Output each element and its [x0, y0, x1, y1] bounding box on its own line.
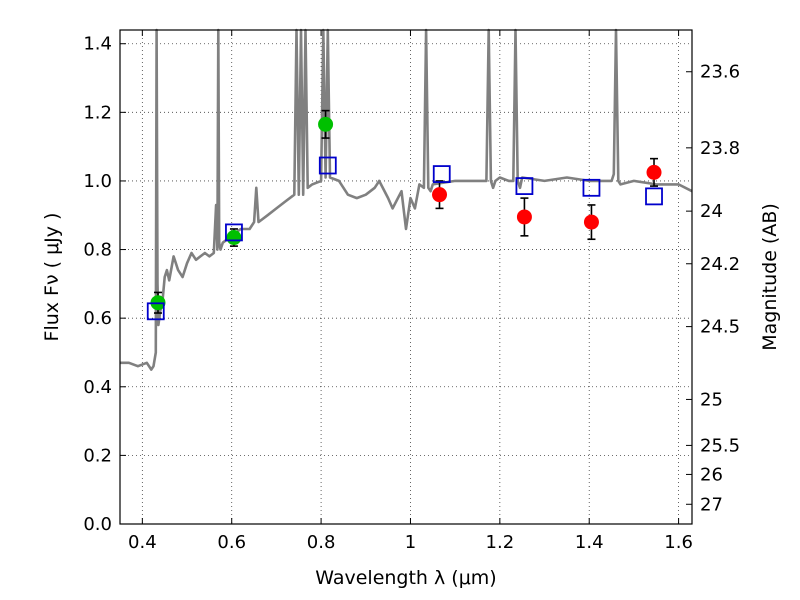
- y-tick-label: 1.2: [83, 102, 112, 123]
- model-point: [582, 178, 601, 197]
- y-tick-label: 1.0: [83, 171, 112, 192]
- y-tick-label: 0.4: [83, 377, 112, 398]
- y2-tick-label: 25: [700, 389, 723, 410]
- x-tick-label: 1.4: [575, 532, 604, 553]
- y2-axis-label: Magnitude (AB): [759, 203, 781, 351]
- y2-tick-label: 23.6: [700, 62, 740, 83]
- data-point: [646, 164, 662, 180]
- y2-tick-label: 27: [700, 494, 723, 515]
- model-point: [318, 156, 337, 175]
- y-tick-label: 0.8: [83, 240, 112, 261]
- x-tick-label: 0.6: [217, 532, 246, 553]
- grid: [120, 30, 692, 524]
- x-tick-label: 1.6: [664, 532, 693, 553]
- y2-tick-label: 24.2: [700, 254, 740, 275]
- ticks: 0.4 0.6 0.8 1 1.2 1.4 1.6 0.0 0.2 0.4 0.6 0.8 1.0 1.2…: [83, 30, 740, 553]
- y2-tick-label: 24.5: [700, 317, 740, 338]
- points-layer: [146, 109, 663, 321]
- data-point: [432, 187, 448, 203]
- series-line-model-spectrum: [120, 28, 693, 371]
- x-tick-label: 0.8: [307, 532, 336, 553]
- model-point: [146, 302, 165, 321]
- plot-frame: [119, 29, 693, 525]
- x-axis-label: Wavelength λ (μm): [315, 567, 496, 589]
- data-point: [516, 209, 532, 225]
- model-point: [645, 187, 663, 206]
- y-axis-label: Flux Fν ( μJy ): [41, 213, 63, 342]
- x-tick-label: 1.2: [486, 532, 515, 553]
- model-point: [225, 223, 243, 242]
- y-tick-label: 0.0: [83, 514, 112, 535]
- data-point: [583, 214, 599, 230]
- x-tick-label: 0.4: [128, 532, 157, 553]
- y2-tick-label: 25.5: [700, 435, 740, 456]
- model-point: [432, 165, 451, 183]
- y2-tick-label: 24: [700, 201, 723, 222]
- y-tick-label: 1.4: [83, 34, 112, 55]
- y-tick-label: 0.2: [83, 445, 112, 466]
- data-point: [226, 230, 242, 246]
- series-layer: [120, 28, 693, 371]
- y2-tick-label: 23.8: [700, 138, 740, 159]
- y-tick-label: 0.6: [83, 308, 112, 329]
- y2-tick-label: 26: [700, 464, 723, 485]
- x-tick-label: 1: [405, 532, 416, 553]
- model-point: [515, 177, 534, 195]
- data-point: [318, 116, 334, 132]
